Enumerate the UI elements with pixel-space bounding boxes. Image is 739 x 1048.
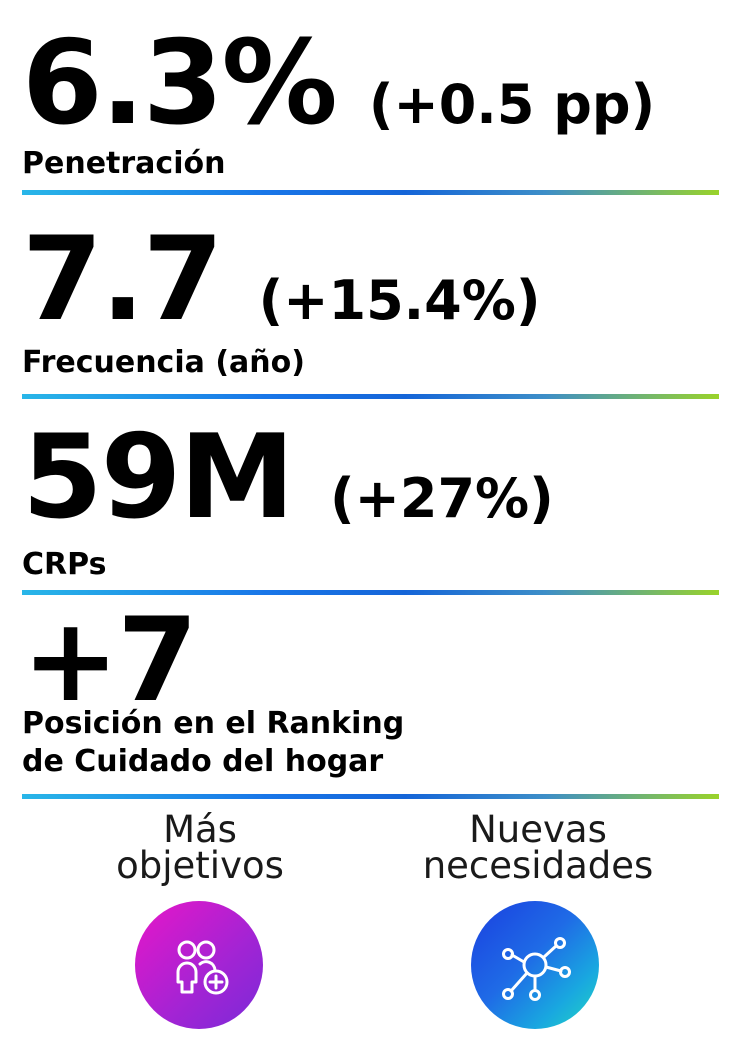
mas-objetivos-title: Más objetivos [88, 808, 312, 887]
crps-label: CRPs [22, 547, 107, 582]
nuevas-necesidades-title: Nuevas necesidades [408, 808, 668, 887]
nuevas-necesidades-line1: Nuevas [469, 808, 607, 851]
mas-objetivos-line2: objetivos [116, 844, 284, 887]
stat-penetracion: 6.3% (+0.5 pp) [22, 26, 655, 142]
divider [22, 794, 719, 799]
mas-objetivos-badge [135, 901, 263, 1029]
frecuencia-delta: (+15.4%) [258, 269, 541, 332]
people-add-icon [176, 940, 229, 995]
stat-crps: 59M (+27%) [22, 420, 554, 536]
ranking-value: +7 [22, 593, 198, 728]
divider [22, 590, 719, 595]
crps-value: 59M [22, 410, 295, 545]
divider [22, 394, 719, 399]
nuevas-necesidades-badge [471, 901, 599, 1029]
crps-delta: (+27%) [329, 467, 554, 530]
frecuencia-label: Frecuencia (año) [22, 345, 305, 380]
ranking-label: Posición en el Ranking de Cuidado del ho… [22, 705, 404, 780]
penetracion-label: Penetración [22, 146, 226, 181]
penetracion-value: 6.3% [22, 16, 338, 151]
stat-frecuencia: 7.7 (+15.4%) [22, 222, 541, 338]
stat-ranking: +7 [22, 603, 198, 719]
ranking-label-line2: de Cuidado del hogar [22, 743, 384, 779]
frecuencia-value: 7.7 [22, 212, 223, 347]
ranking-label-line1: Posición en el Ranking [22, 706, 405, 741]
nuevas-necesidades-line2: necesidades [422, 844, 654, 887]
mas-objetivos-line1: Más [163, 808, 237, 851]
divider [22, 190, 719, 195]
penetracion-delta: (+0.5 pp) [368, 73, 656, 136]
network-icon [502, 937, 571, 1001]
